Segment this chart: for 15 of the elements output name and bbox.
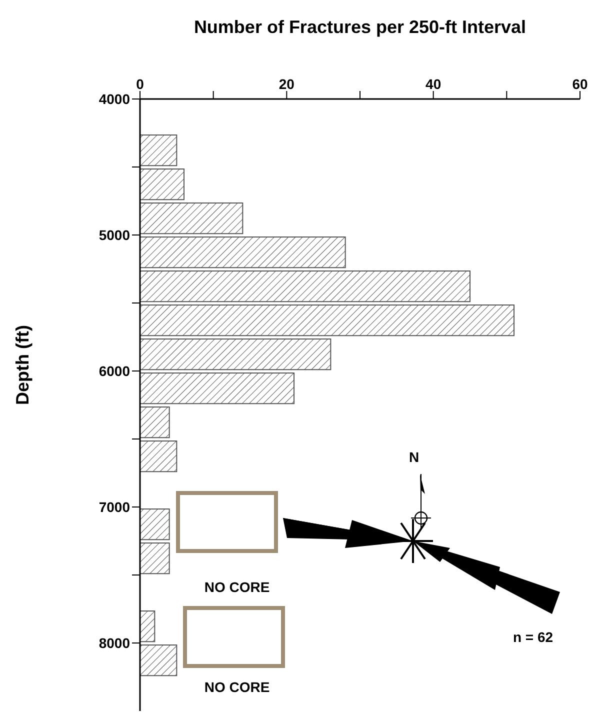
y-tick-label: 8000 (98, 634, 130, 651)
x-tick-label: 0 (136, 76, 144, 92)
y-tick-label: 4000 (98, 90, 130, 107)
y-tick-label: 6000 (98, 362, 130, 379)
x-axis-title: Number of Fractures per 250-ft Interval (194, 16, 526, 37)
y-tick-label: 5000 (98, 226, 130, 243)
annotation: n = 62 (512, 629, 554, 645)
x-tick-label: 60 (572, 76, 588, 92)
annotation: NO CORE (204, 679, 270, 695)
annotation: NO CORE (204, 579, 270, 595)
y-axis-title: Depth (ft) (12, 325, 32, 405)
x-tick-label: 40 (426, 76, 442, 92)
annotation: N (408, 449, 420, 465)
x-tick-label: 20 (278, 76, 295, 92)
y-tick-label: 7000 (98, 498, 130, 515)
